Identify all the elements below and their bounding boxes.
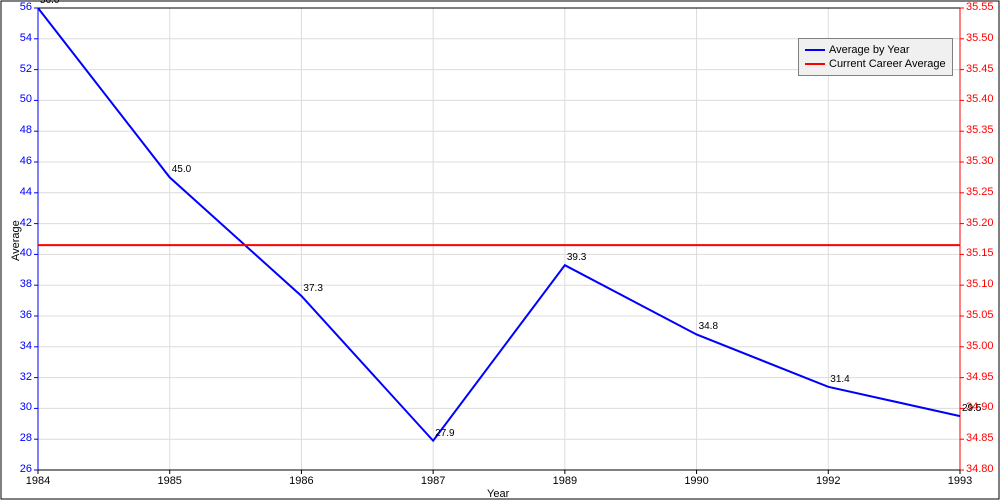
data-point-label: 29.5	[962, 403, 981, 414]
data-point-label: 56.0	[40, 0, 59, 6]
y-left-tick-label: 56	[20, 1, 32, 13]
data-point-label: 27.9	[435, 428, 454, 439]
legend: Average by YearCurrent Career Average	[798, 38, 953, 76]
y-left-tick-label: 48	[20, 124, 32, 136]
x-axis-label: Year	[487, 488, 509, 500]
y-right-tick-label: 34.80	[966, 463, 994, 475]
legend-swatch	[805, 63, 825, 65]
y-right-tick-label: 35.55	[966, 1, 994, 13]
y-left-tick-label: 50	[20, 93, 32, 105]
y-right-tick-label: 35.20	[966, 217, 994, 229]
y-left-tick-label: 52	[20, 63, 32, 75]
legend-label: Average by Year	[829, 43, 910, 57]
y-left-tick-label: 38	[20, 278, 32, 290]
x-tick-label: 1987	[415, 475, 451, 487]
legend-label: Current Career Average	[829, 57, 946, 71]
y-left-tick-label: 54	[20, 32, 32, 44]
y-right-tick-label: 34.95	[966, 371, 994, 383]
legend-swatch	[805, 49, 825, 51]
legend-item: Average by Year	[805, 43, 946, 57]
data-point-label: 34.8	[699, 321, 718, 332]
y-right-tick-label: 35.35	[966, 124, 994, 136]
y-right-tick-label: 35.45	[966, 63, 994, 75]
y-right-tick-label: 35.10	[966, 278, 994, 290]
x-tick-label: 1989	[547, 475, 583, 487]
y-right-tick-label: 35.05	[966, 309, 994, 321]
y-right-tick-label: 34.85	[966, 432, 994, 444]
y-left-tick-label: 32	[20, 371, 32, 383]
y-right-tick-label: 35.25	[966, 186, 994, 198]
data-point-label: 39.3	[567, 252, 586, 263]
data-point-label: 37.3	[303, 283, 322, 294]
chart-container: Average by YearCurrent Career Average Ye…	[0, 0, 1000, 500]
x-tick-label: 1986	[283, 475, 319, 487]
x-tick-label: 1992	[810, 475, 846, 487]
y-right-tick-label: 35.00	[966, 340, 994, 352]
y-right-tick-label: 35.30	[966, 155, 994, 167]
y-left-tick-label: 34	[20, 340, 32, 352]
y-right-tick-label: 35.40	[966, 93, 994, 105]
legend-item: Current Career Average	[805, 57, 946, 71]
x-tick-label: 1985	[152, 475, 188, 487]
x-tick-label: 1984	[20, 475, 56, 487]
y-right-tick-label: 35.50	[966, 32, 994, 44]
x-tick-label: 1990	[679, 475, 715, 487]
data-point-label: 45.0	[172, 164, 191, 175]
x-tick-label: 1993	[942, 475, 978, 487]
y-left-tick-label: 44	[20, 186, 32, 198]
y-left-tick-label: 28	[20, 432, 32, 444]
y-left-tick-label: 30	[20, 401, 32, 413]
y-left-tick-label: 46	[20, 155, 32, 167]
y-left-tick-label: 26	[20, 463, 32, 475]
y-left-tick-label: 40	[20, 247, 32, 259]
data-point-label: 31.4	[830, 374, 849, 385]
y-left-tick-label: 42	[20, 217, 32, 229]
y-right-tick-label: 35.15	[966, 247, 994, 259]
y-left-tick-label: 36	[20, 309, 32, 321]
